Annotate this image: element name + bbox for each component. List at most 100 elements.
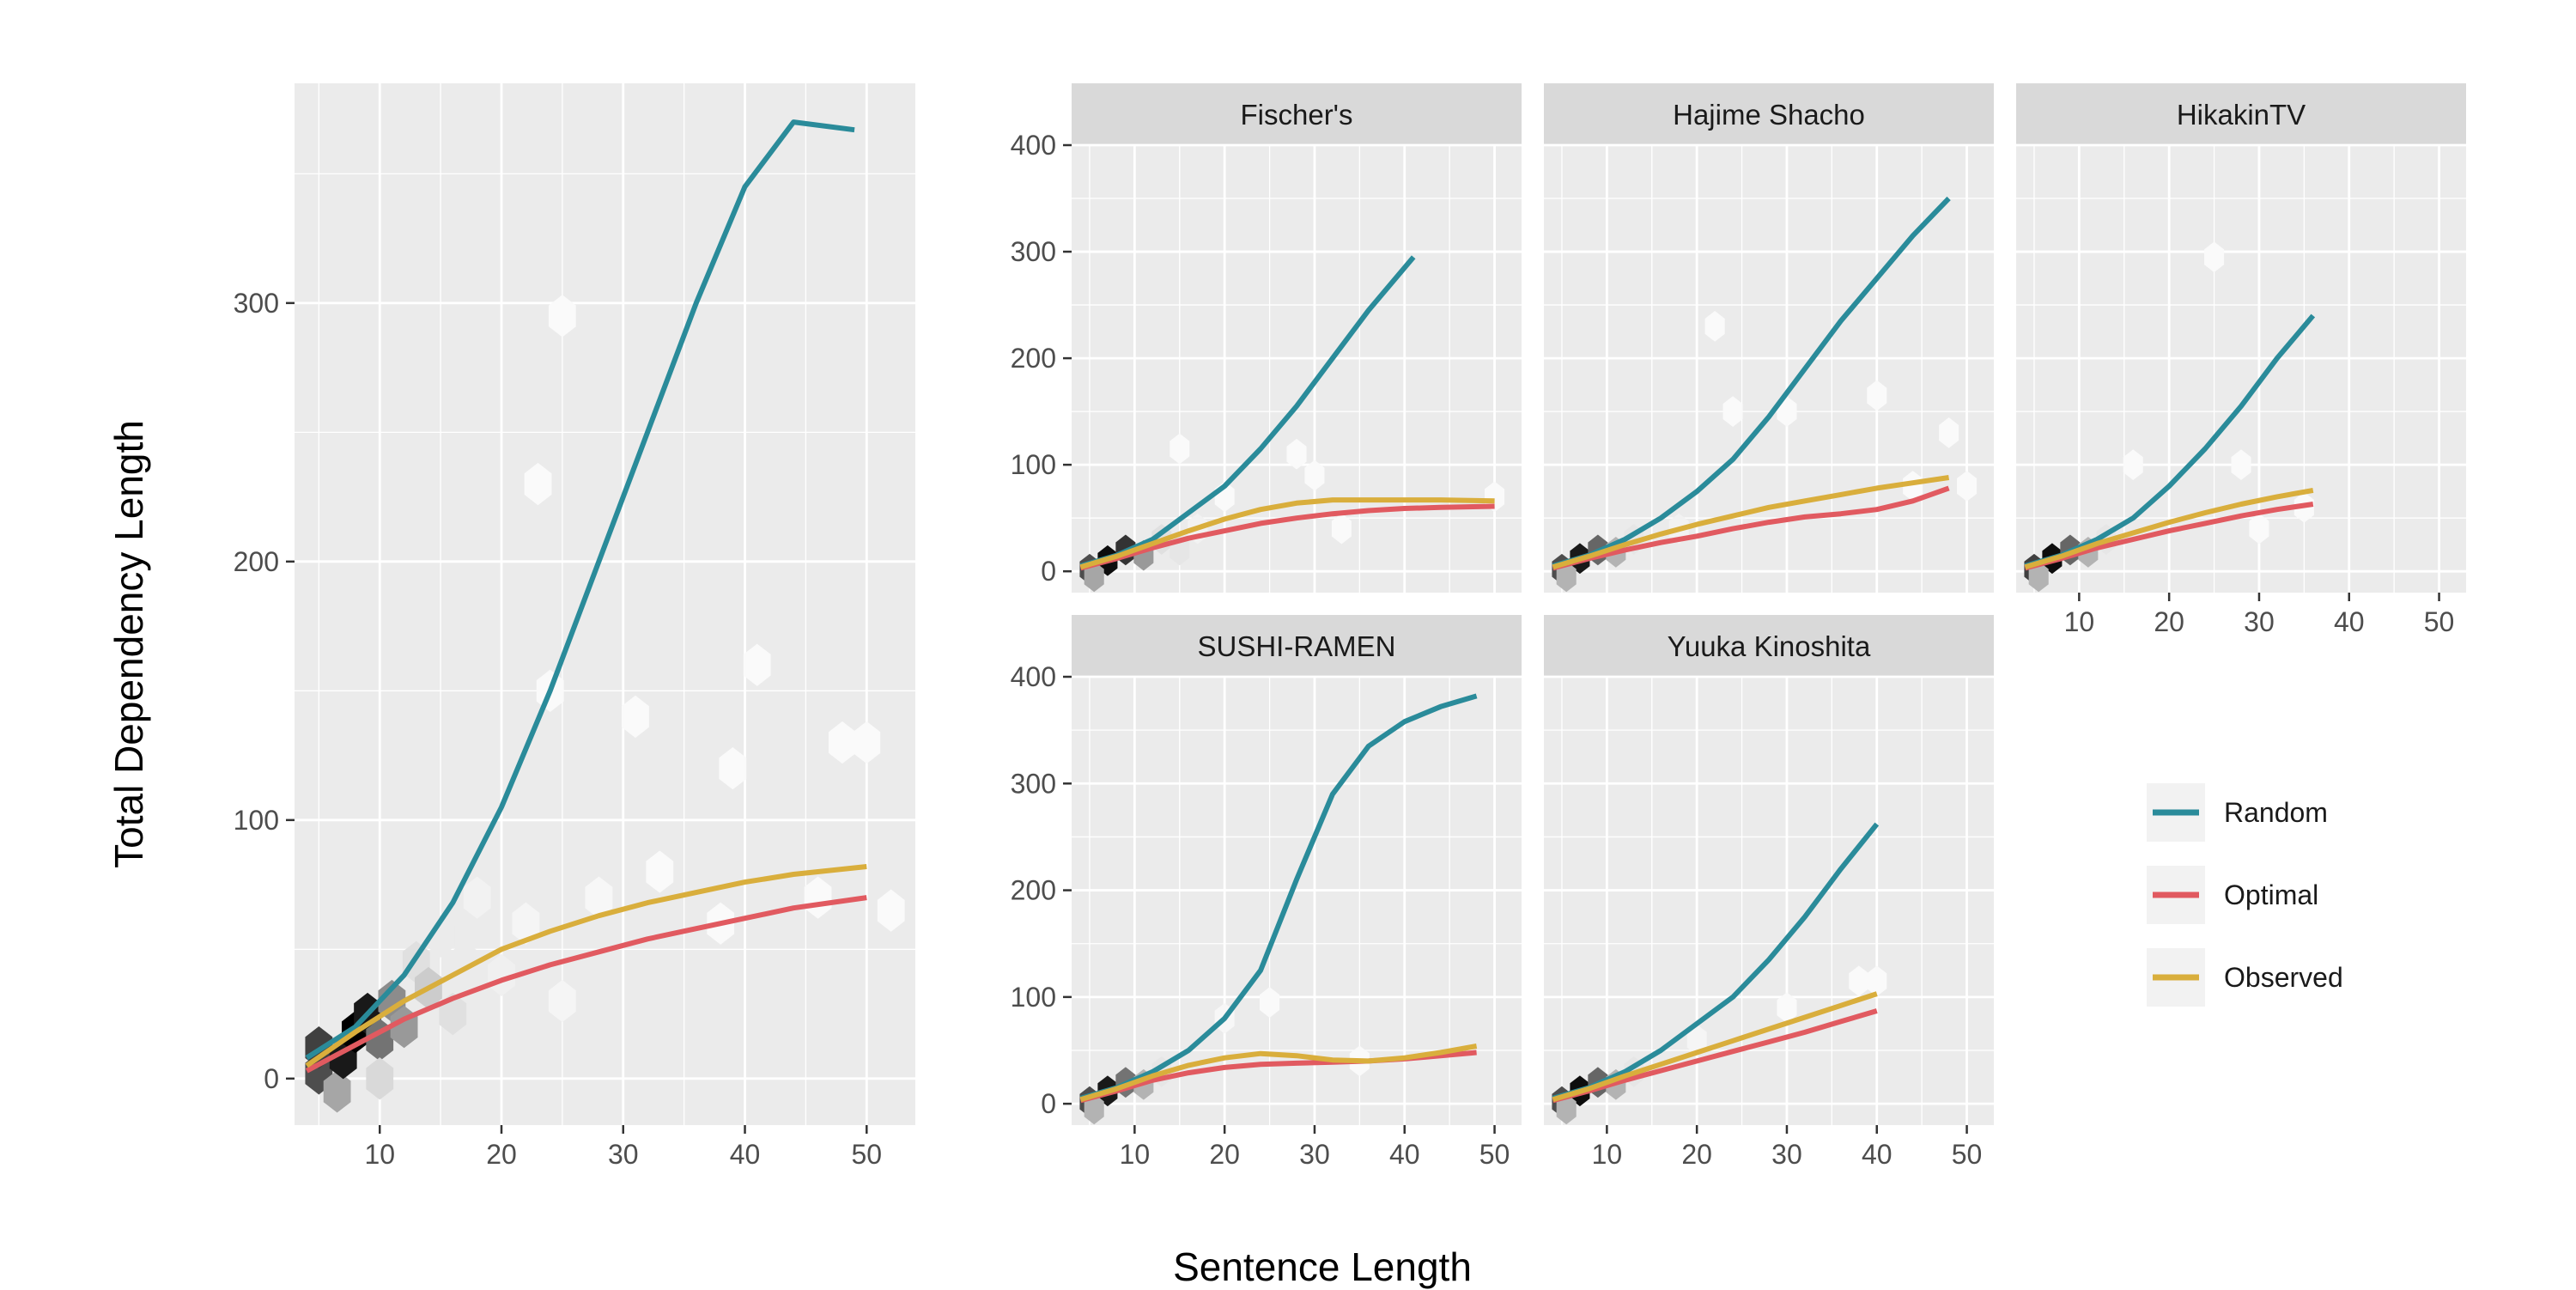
series-line-random (1079, 693, 1478, 1101)
hexbin (622, 695, 649, 739)
facet-strip (1544, 83, 1994, 145)
y-tick-label: 200 (1011, 343, 1056, 374)
hexbin (1260, 987, 1280, 1018)
hexbin (2123, 449, 2143, 481)
hexbin (1849, 965, 1869, 997)
series-line-observed (1079, 497, 1495, 570)
hexbin (2231, 449, 2251, 481)
x-tick-label: 40 (1862, 1139, 1893, 1170)
x-tick-label: 20 (486, 1139, 517, 1170)
x-tick-label: 10 (1120, 1139, 1151, 1170)
legend-label: Optimal (2224, 879, 2318, 910)
hexbin (585, 876, 613, 919)
series-line-observed (2024, 487, 2314, 570)
hexbin (548, 295, 576, 338)
hexbin (548, 979, 576, 1023)
x-tick-label: 20 (1681, 1139, 1712, 1170)
hexbin (829, 721, 856, 764)
facet-strip (2016, 83, 2466, 145)
hexbin (1331, 513, 1352, 545)
series-line-optimal (1552, 485, 1950, 571)
x-tick-label: 30 (2244, 606, 2275, 637)
x-tick-label: 50 (851, 1139, 882, 1170)
hexbin (427, 915, 455, 958)
hexbin (1867, 380, 1887, 411)
panel-overall: 0 100 200 300 10 20 30 40 50 (234, 83, 915, 1170)
hexbin (804, 876, 832, 919)
x-tick-label: 30 (1771, 1139, 1802, 1170)
legend: Random Optimal Observed (2147, 783, 2343, 1007)
series-line-observed (1552, 475, 1950, 570)
panel-background (2016, 145, 2466, 593)
x-tick-label: 50 (1952, 1139, 1983, 1170)
panel-yuuka: Yuuka Kinoshita 10 20 30 40 50 (1544, 615, 1994, 1170)
panel-background (1072, 145, 1522, 593)
y-tick-label: 400 (1011, 661, 1056, 692)
y-tick-label: 100 (234, 805, 279, 836)
x-tick-label: 20 (1209, 1139, 1240, 1170)
hexbin (1686, 1024, 1707, 1056)
x-tick-label: 10 (2064, 606, 2095, 637)
x-tick-label: 50 (2424, 606, 2455, 637)
y-tick-label: 100 (1011, 982, 1056, 1013)
hexbin (2249, 513, 2269, 545)
y-tick-label: 0 (264, 1063, 279, 1094)
hexbin (2204, 241, 2225, 273)
hexbin (1777, 396, 1797, 427)
hexbin (1556, 1093, 1577, 1125)
facet-title: Yuuka Kinoshita (1668, 630, 1871, 662)
hexbin (1867, 965, 1887, 997)
hexbin (1304, 459, 1325, 491)
x-tick-label: 50 (1479, 1139, 1510, 1170)
facet-title: Hajime Shacho (1673, 99, 1865, 131)
hexbin (524, 462, 552, 506)
y-tick-label: 0 (1041, 556, 1056, 587)
series-line-observed (1079, 1044, 1478, 1103)
facet-strip (1072, 83, 1522, 145)
facet-title: HikakinTV (2177, 99, 2306, 131)
hexbin (743, 643, 771, 686)
hexbin (1556, 561, 1577, 593)
hexbin (366, 1057, 394, 1100)
panel-background (1544, 677, 1994, 1125)
legend-label: Observed (2224, 962, 2343, 993)
hexbin (323, 1070, 351, 1113)
y-tick-label: 100 (1011, 449, 1056, 480)
series-line-optimal (305, 895, 867, 1074)
series-line-optimal (1079, 503, 1495, 571)
hexbin (853, 721, 881, 764)
hexbin (488, 953, 515, 997)
hexbin (1777, 992, 1797, 1024)
hexbin (1170, 433, 1190, 465)
y-axis-title: Total Dependency Length (106, 420, 151, 868)
series-line-observed (305, 864, 867, 1068)
series-line-random (305, 119, 855, 1061)
x-tick-label: 10 (1592, 1139, 1623, 1170)
panel-background (295, 83, 915, 1125)
y-tick-label: 300 (1011, 236, 1056, 267)
hexbin (1722, 396, 1743, 427)
hexbin (1286, 438, 1307, 470)
x-tick-label: 20 (2154, 606, 2184, 637)
x-tick-label: 30 (608, 1139, 639, 1170)
panel-background (1544, 145, 1994, 593)
legend-label: Random (2224, 797, 2328, 828)
panel-fischers: Fischer's 0 100 200 300 400 (1011, 83, 1522, 593)
hexbin (1084, 1093, 1104, 1125)
y-tick-label: 300 (1011, 768, 1056, 799)
hexbin (512, 902, 540, 945)
panel-hajime: Hajime Shacho (1544, 83, 1994, 593)
hexbin (2028, 561, 2049, 593)
x-tick-label: 40 (2334, 606, 2365, 637)
hexbin (877, 889, 905, 932)
series-line-optimal (1552, 1008, 1878, 1104)
panel-sushi: SUSHI-RAMEN 0 100 200 300 400 10 20 30 40 50 (1011, 615, 1522, 1170)
facet-strip (1072, 615, 1522, 677)
facet-strip (1544, 615, 1994, 677)
hexbin (463, 876, 491, 919)
x-axis-title: Sentence Length (1173, 1244, 1472, 1289)
y-tick-label: 400 (1011, 130, 1056, 161)
hexbin (646, 850, 674, 893)
x-tick-label: 10 (364, 1139, 395, 1170)
